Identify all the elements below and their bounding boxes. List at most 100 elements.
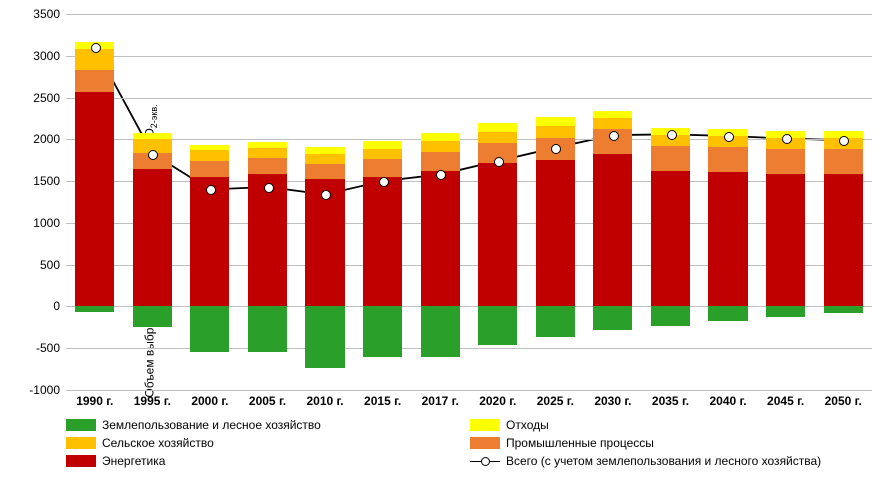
bar-energy [708,172,747,307]
bar-energy [651,171,690,306]
legend: Землепользование и лесное хозяйство Отход… [66,418,872,472]
x-tick-label: 2010 г. [306,390,343,408]
bar-industry [248,158,287,175]
bar-waste [478,123,517,131]
legend-label: Энергетика [102,454,165,468]
bar-waste [133,133,172,140]
bar-energy [363,177,402,307]
bar-land_use [478,306,517,344]
bar-industry [305,164,344,180]
bar-energy [766,174,805,307]
line-marker [551,144,561,154]
y-tick-label: 3000 [33,49,66,63]
bar-industry [421,152,460,171]
legend-swatch-line [470,455,500,467]
bar-agriculture [248,148,287,158]
x-tick-label: 1990 г. [76,390,113,408]
legend-label: Всего (с учетом землепользования и лесно… [506,454,821,468]
bar-land_use [133,306,172,327]
legend-label: Промышленные процессы [506,436,654,450]
legend-swatch [66,455,96,467]
legend-swatch [470,419,500,431]
bar-land_use [651,306,690,325]
bar-waste [536,117,575,126]
gridline [66,181,872,182]
gridline [66,14,872,15]
legend-row: Энергетика Всего (с учетом землепользован… [66,454,872,468]
bar-land_use [708,306,747,320]
gridline [66,98,872,99]
bar-agriculture [190,150,229,161]
bar-land_use [593,306,632,329]
chart-container: Объем выбросов парниковых газов, в млн. … [0,0,891,502]
x-tick-label: 2000 г. [191,390,228,408]
bar-land_use [75,306,114,312]
y-tick-label: 1500 [33,174,66,188]
bar-waste [593,111,632,118]
line-marker [494,157,504,167]
y-tick-label: 3500 [33,7,66,21]
bar-industry [190,161,229,177]
bar-energy [593,154,632,307]
line-svg [66,14,872,390]
bar-agriculture [536,126,575,138]
bar-waste [305,147,344,154]
x-tick-label: 2017 г. [422,390,459,408]
line-marker [667,130,677,140]
gridline [66,265,872,266]
bar-energy [190,177,229,307]
legend-label: Землепользование и лесное хозяйство [102,418,321,432]
bar-waste [421,133,460,141]
gridline [66,139,872,140]
bar-agriculture [363,149,402,160]
bar-energy [421,171,460,306]
x-tick-label: 2015 г. [364,390,401,408]
bar-land_use [363,306,402,356]
bar-waste [363,141,402,149]
bar-agriculture [305,154,344,164]
x-tick-label: 2020 г. [479,390,516,408]
bar-industry [651,146,690,171]
x-tick-label: 2005 г. [249,390,286,408]
bar-industry [75,70,114,92]
bar-energy [75,92,114,307]
line-marker [379,177,389,187]
legend-swatch [66,437,96,449]
bar-agriculture [593,118,632,130]
legend-swatch [66,419,96,431]
bar-industry [708,147,747,172]
bar-land_use [766,306,805,317]
x-tick-label: 2045 г. [767,390,804,408]
legend-item: Сельское хозяйство [66,436,446,450]
x-tick-label: 2030 г. [594,390,631,408]
bar-industry [824,149,863,174]
bar-land_use [248,306,287,351]
gridline [66,56,872,57]
legend-item: Промышленные процессы [470,436,654,450]
legend-row: Сельское хозяйство Промышленные процессы [66,436,872,450]
gridline [66,348,872,349]
legend-item: Землепользование и лесное хозяйство [66,418,446,432]
bar-agriculture [421,141,460,152]
bar-land_use [824,306,863,313]
gridline [66,306,872,307]
legend-label: Отходы [506,418,549,432]
y-tick-label: 0 [53,299,66,313]
bar-industry [363,159,402,177]
x-tick-label: 2050 г. [825,390,862,408]
bar-energy [248,174,287,306]
gridline [66,223,872,224]
x-tick-label: 2040 г. [709,390,746,408]
y-tick-label: -500 [36,341,66,355]
line-marker [609,131,619,141]
line-marker [264,183,274,193]
legend-row: Землепользование и лесное хозяйство Отход… [66,418,872,432]
chart-plot-area: -1000-5000500100015002000250030003500199… [66,14,872,390]
x-tick-label: 2035 г. [652,390,689,408]
x-tick-label: 1995 г. [134,390,171,408]
y-tick-label: 2500 [33,91,66,105]
line-marker [724,132,734,142]
bar-energy [478,163,517,307]
bar-land_use [190,306,229,351]
bar-industry [766,149,805,174]
